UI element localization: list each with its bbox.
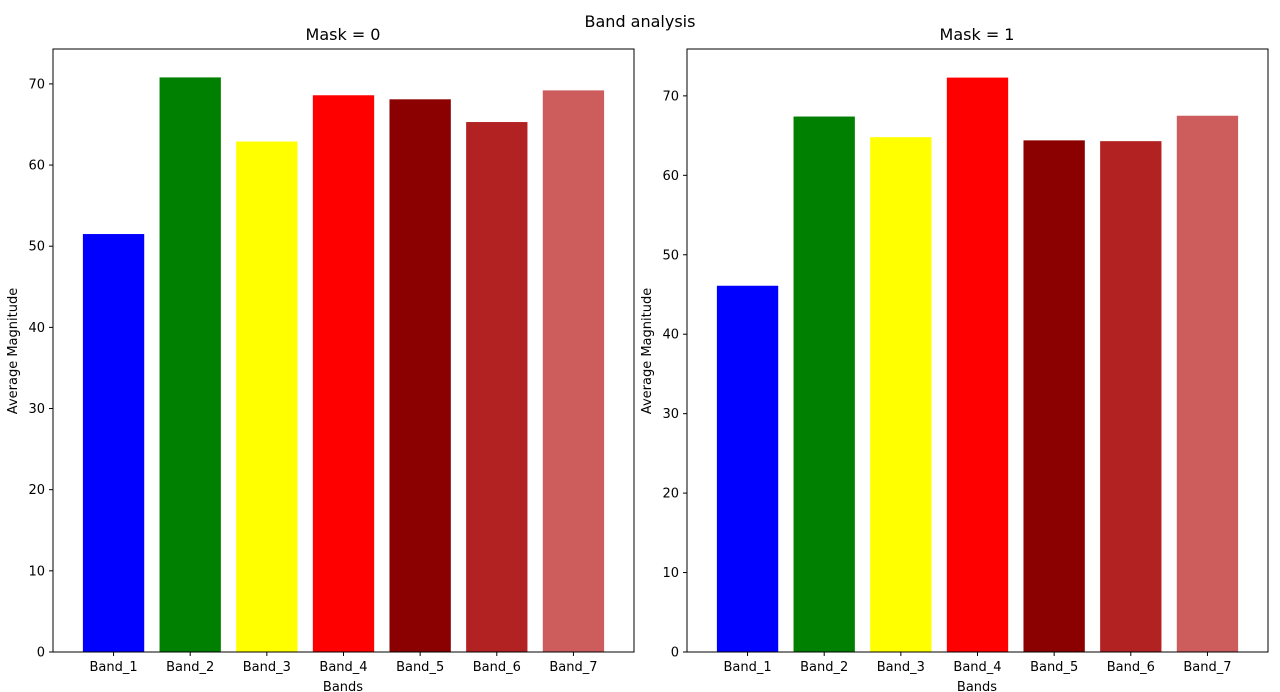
x-tick-label: Band_2 bbox=[166, 660, 214, 675]
y-tick-label: 10 bbox=[28, 564, 45, 579]
bar-band-7 bbox=[542, 90, 605, 652]
y-tick-label: 50 bbox=[662, 248, 679, 263]
bar-band-3 bbox=[870, 137, 932, 652]
bar-band-7 bbox=[1176, 115, 1239, 653]
x-tick-label: Band_3 bbox=[877, 660, 925, 675]
bar-band-1 bbox=[82, 234, 145, 652]
y-tick-label: 0 bbox=[671, 646, 679, 661]
y-tick-label: 10 bbox=[662, 566, 679, 581]
y-tick-label: 70 bbox=[28, 77, 45, 92]
y-tick-label: 30 bbox=[662, 407, 679, 422]
y-tick-label: 60 bbox=[28, 159, 45, 174]
chart-title: Mask = 1 bbox=[940, 25, 1015, 44]
x-tick-label: Band_3 bbox=[243, 660, 291, 675]
bar-band-2 bbox=[793, 116, 855, 652]
y-axis-label: Average Magnitude bbox=[640, 288, 655, 414]
plot-area: 0 10 20 30 40 50 60 70 Band_1 Band_2 Band_3 Band_4 B… bbox=[662, 48, 1269, 675]
plot-area: 0 10 20 30 40 50 60 70 Band_1 Band_2 Band_3 Band_4 B… bbox=[28, 48, 635, 675]
bar-band-3 bbox=[236, 141, 298, 652]
chart-mask-1: Mask = 1 Bands Average Magnitude 0 10 20 30… bbox=[640, 25, 1269, 692]
x-tick-label: Band_5 bbox=[1030, 660, 1078, 675]
x-tick-label: Band_6 bbox=[1107, 660, 1155, 675]
bar-band-1 bbox=[716, 285, 779, 652]
x-axis-label: Bands bbox=[323, 680, 363, 692]
bar-band-5 bbox=[389, 99, 451, 653]
bar-band-4 bbox=[312, 95, 375, 652]
x-tick-label: Band_7 bbox=[549, 660, 597, 675]
bar-band-6 bbox=[466, 122, 528, 652]
chart-title: Mask = 0 bbox=[306, 25, 381, 44]
x-tick-label: Band_6 bbox=[473, 660, 521, 675]
bar-band-6 bbox=[1100, 141, 1162, 653]
bar-band-2 bbox=[159, 77, 221, 653]
y-tick-label: 40 bbox=[28, 321, 45, 336]
x-tick-label: Band_1 bbox=[723, 660, 771, 675]
y-tick-label: 30 bbox=[28, 402, 45, 417]
figure-suptitle: Band analysis bbox=[585, 12, 696, 31]
x-tick-label: Band_2 bbox=[800, 660, 848, 675]
x-tick-label: Band_4 bbox=[319, 660, 367, 675]
chart-mask-0: Mask = 0 Bands Average Magnitude 0 10 20 30… bbox=[6, 25, 635, 692]
y-tick-label: 50 bbox=[28, 240, 45, 255]
y-tick-label: 70 bbox=[662, 89, 679, 104]
bar-band-5 bbox=[1023, 140, 1085, 652]
y-tick-label: 20 bbox=[662, 487, 679, 502]
y-tick-label: 20 bbox=[28, 483, 45, 498]
x-tick-label: Band_5 bbox=[396, 660, 444, 675]
y-axis-label: Average Magnitude bbox=[6, 288, 21, 414]
x-axis-label: Bands bbox=[957, 680, 997, 692]
y-tick-label: 60 bbox=[662, 169, 679, 184]
y-tick-label: 0 bbox=[37, 646, 45, 661]
x-tick-label: Band_4 bbox=[953, 660, 1001, 675]
x-tick-label: Band_1 bbox=[89, 660, 137, 675]
bar-band-4 bbox=[946, 77, 1009, 653]
x-tick-label: Band_7 bbox=[1183, 660, 1231, 675]
y-tick-label: 40 bbox=[662, 328, 679, 343]
